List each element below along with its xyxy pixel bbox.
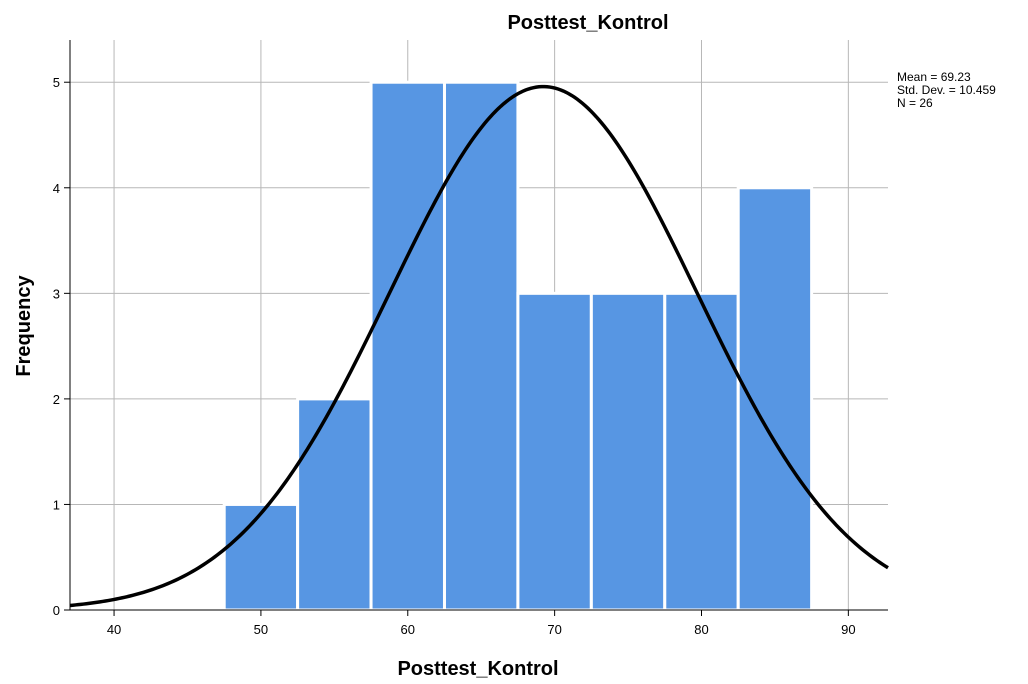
x-tick-label: 50 — [254, 622, 268, 637]
y-tick-label: 4 — [53, 181, 60, 196]
y-tick-label: 1 — [53, 497, 60, 512]
y-tick-label: 3 — [53, 286, 60, 301]
stats-mean: Mean = 69.23 — [897, 70, 971, 84]
y-axis-label: Frequency — [13, 275, 35, 377]
tick-labels: 0 1 2 3 4 5 40 50 60 70 80 90 — [53, 75, 856, 637]
histogram-bar-6 — [589, 291, 667, 612]
x-axis-label: Posttest_Kontrol — [397, 658, 558, 680]
histogram-bar-3 — [369, 80, 446, 612]
histogram-bar-4 — [442, 80, 520, 612]
x-tick-label: 90 — [841, 622, 855, 637]
chart-title: Posttest_Kontrol — [507, 12, 668, 34]
stats-std-dev: Std. Dev. = 10.459 — [897, 83, 996, 97]
normal-curve-group — [69, 84, 889, 608]
histogram-bar-5 — [516, 291, 593, 612]
y-tick-label: 5 — [53, 75, 60, 90]
x-tick-label: 70 — [547, 622, 561, 637]
stats-box: Mean = 69.23 Std. Dev. = 10.459 N = 26 — [897, 70, 996, 110]
normal-curve — [69, 84, 889, 608]
axes — [64, 40, 888, 616]
x-tick-label: 40 — [107, 622, 121, 637]
histogram-bar-7 — [663, 291, 740, 612]
y-tick-label: 2 — [53, 392, 60, 407]
stats-n: N = 26 — [897, 96, 933, 110]
x-tick-label: 80 — [694, 622, 708, 637]
x-tick-label: 60 — [401, 622, 415, 637]
histogram-bar-1 — [222, 502, 300, 612]
histogram-bar-2 — [296, 397, 373, 612]
y-tick-label: 0 — [53, 603, 60, 618]
